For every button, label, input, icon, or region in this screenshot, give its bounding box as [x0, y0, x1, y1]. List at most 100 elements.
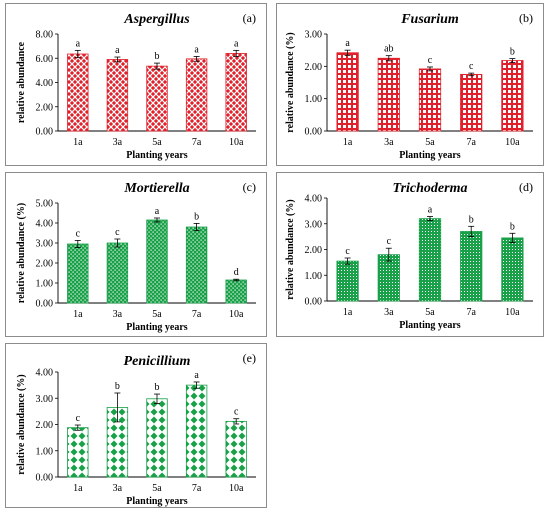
- chart-panel-d: Trichoderma (d) 0.00 1.00 2.00 3.00 4.00 relati…: [276, 172, 544, 337]
- x-tick-label: 7a: [466, 307, 476, 318]
- bar: [146, 398, 168, 478]
- x-tick-label: 1a: [73, 309, 83, 320]
- y-tick-label: 3.00: [36, 239, 54, 250]
- significance-letter: c: [76, 413, 81, 424]
- bar: [67, 243, 89, 304]
- chart-panel-a: Aspergillus (a) 0.00 2.00 4.00 6.00 8.00 relati…: [5, 3, 267, 166]
- x-tick-label: 1a: [73, 483, 83, 494]
- panel-tag: (a): [243, 11, 256, 25]
- x-axis-label: Planting years: [126, 496, 187, 507]
- bar: [185, 384, 208, 478]
- x-tick-label: 10a: [229, 483, 244, 494]
- significance-letter: b: [155, 382, 160, 393]
- x-tick-label: 5a: [152, 309, 162, 320]
- panel-tag: (d): [519, 180, 533, 194]
- chart-panel-c: Mortierella (c) 0.00 1.00 2.00 3.00 4.00 5.00 re…: [5, 172, 267, 337]
- chart-panel-e: Penicillium (e) 0.00 1.00 2.00 3.00 4.00 relati…: [5, 343, 267, 508]
- significance-letter: a: [345, 38, 350, 49]
- significance-letter: a: [155, 206, 160, 217]
- bar: [225, 279, 247, 304]
- chart-title: Mortierella: [123, 181, 189, 196]
- chart-d: Trichoderma (d) 0.00 1.00 2.00 3.00 4.00 relati…: [285, 180, 533, 331]
- bar: [225, 53, 247, 132]
- significance-letter: c: [115, 227, 120, 238]
- bar: [225, 420, 247, 478]
- y-tick-label: 5.00: [36, 199, 54, 210]
- bar: [185, 58, 208, 132]
- significance-letter: b: [115, 381, 120, 392]
- bar: [501, 237, 524, 302]
- bar: [377, 57, 400, 132]
- x-tick-label: 10a: [229, 309, 244, 320]
- x-tick-label: 1a: [73, 137, 83, 148]
- y-tick-label: 1.00: [305, 271, 323, 282]
- significance-letter: c: [234, 407, 239, 418]
- x-axis-label: Planting years: [126, 322, 187, 333]
- x-tick-label: 7a: [466, 137, 476, 148]
- y-tick-label: 0.00: [305, 127, 323, 138]
- bar: [336, 52, 359, 132]
- y-axis-label: relative abundance (%): [16, 203, 27, 303]
- x-tick-label: 5a: [152, 483, 162, 494]
- x-axis-label: Planting years: [399, 320, 460, 331]
- y-tick-label: 4.00: [36, 368, 54, 379]
- significance-letter: b: [510, 47, 515, 58]
- x-tick-label: 3a: [384, 307, 394, 318]
- significance-letter: b: [510, 221, 515, 232]
- y-tick-label: 0.00: [36, 299, 54, 310]
- y-tick-label: 2.00: [36, 420, 54, 431]
- significance-letter: b: [194, 211, 199, 222]
- bar: [418, 68, 442, 132]
- y-tick-label: 0.00: [305, 297, 323, 308]
- y-tick-label: 2.00: [305, 62, 323, 73]
- bar: [460, 74, 483, 132]
- significance-letter: a: [234, 38, 239, 49]
- y-tick-label: 8.00: [36, 30, 54, 41]
- x-tick-label: 1a: [343, 307, 353, 318]
- significance-letter: a: [428, 205, 433, 216]
- y-tick-label: 1.00: [36, 446, 54, 457]
- significance-letter: b: [155, 51, 160, 62]
- chart-title: Fusarium: [400, 12, 459, 27]
- significance-letter: c: [76, 228, 81, 239]
- x-tick-label: 3a: [113, 483, 123, 494]
- bar: [106, 242, 129, 304]
- x-axis-label: Planting years: [126, 150, 187, 161]
- x-tick-label: 3a: [113, 137, 123, 148]
- y-axis-label: relative abundance (%): [285, 199, 296, 299]
- y-tick-label: 1.00: [36, 279, 54, 290]
- bar: [106, 59, 129, 132]
- bar: [501, 60, 524, 132]
- significance-letter: c: [345, 246, 350, 257]
- bar: [336, 260, 359, 302]
- y-tick-label: 3.00: [305, 30, 323, 41]
- y-tick-label: 0.00: [36, 127, 54, 138]
- y-tick-label: 3.00: [36, 394, 54, 405]
- bar: [418, 218, 442, 302]
- bar: [67, 53, 89, 132]
- significance-letter: b: [469, 214, 474, 225]
- x-tick-label: 3a: [113, 309, 123, 320]
- y-tick-label: 4.00: [36, 78, 54, 89]
- significance-letter: a: [115, 45, 120, 56]
- y-tick-label: 4.00: [36, 219, 54, 230]
- y-tick-label: 1.00: [305, 94, 323, 105]
- y-tick-label: 2.00: [36, 259, 54, 270]
- significance-letter: c: [387, 236, 392, 247]
- x-tick-label: 1a: [343, 137, 353, 148]
- panel-tag: (e): [243, 351, 256, 365]
- y-tick-label: 0.00: [36, 473, 54, 484]
- x-axis-label: Planting years: [399, 150, 460, 161]
- chart-title: Aspergillus: [123, 12, 190, 27]
- significance-letter: a: [76, 38, 81, 49]
- significance-letter: a: [194, 370, 199, 381]
- chart-panel-b: Fusarium (b) 0.00 1.00 2.00 3.00 relative abun…: [276, 3, 544, 166]
- y-axis-label: relative abundance: [16, 41, 27, 123]
- chart-title: Penicillium: [124, 354, 191, 369]
- y-tick-label: 4.00: [305, 194, 323, 205]
- chart-c: Mortierella (c) 0.00 1.00 2.00 3.00 4.00 5.00 re…: [16, 180, 256, 333]
- significance-letter: a: [194, 44, 199, 55]
- y-tick-label: 2.00: [36, 102, 54, 113]
- x-tick-label: 7a: [192, 309, 202, 320]
- y-axis-label: relative abundance (%): [16, 374, 27, 474]
